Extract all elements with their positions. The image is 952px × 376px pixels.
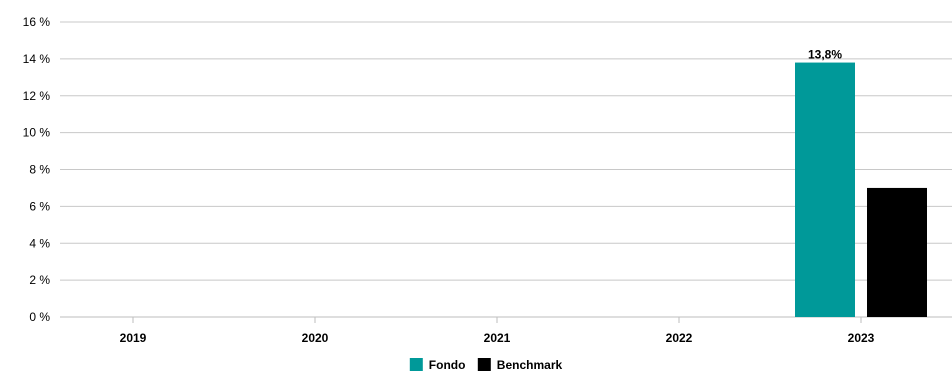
y-tick-label: 10 % (23, 126, 51, 140)
y-tick-label: 14 % (23, 52, 51, 66)
bar-fondo-2023 (795, 62, 855, 317)
y-axis-ticks: 0 % 2 % 4 % 6 % 8 % 10 % 12 % 14 % 16 % (23, 15, 51, 324)
data-label: 13,8% (808, 48, 842, 62)
gridlines (60, 21, 952, 318)
y-tick-label: 6 % (29, 199, 50, 213)
x-tick-label: 2021 (484, 331, 511, 345)
x-tick-label: 2019 (120, 331, 147, 345)
bar-benchmark-2023 (867, 187, 927, 317)
legend-swatch-benchmark (477, 358, 491, 371)
data-labels: 13,8% (808, 48, 842, 62)
legend-label-benchmark: Benchmark (497, 358, 563, 372)
bars (795, 62, 927, 317)
y-tick-label: 8 % (29, 163, 50, 177)
legend-swatch-fondo (409, 358, 423, 371)
y-tick-label: 2 % (29, 273, 50, 287)
y-tick-label: 4 % (29, 236, 50, 250)
x-axis-ticks: 2019 2020 2021 2022 2023 (120, 317, 875, 345)
y-tick-label: 12 % (23, 89, 51, 103)
y-tick-label: 0 % (29, 310, 50, 324)
legend-label-fondo: Fondo (429, 358, 466, 372)
y-tick-label: 16 % (23, 15, 51, 29)
x-tick-label: 2020 (302, 331, 329, 345)
x-tick-label: 2022 (666, 331, 693, 345)
legend: Fondo Benchmark (409, 358, 563, 372)
x-tick-label: 2023 (848, 331, 875, 345)
